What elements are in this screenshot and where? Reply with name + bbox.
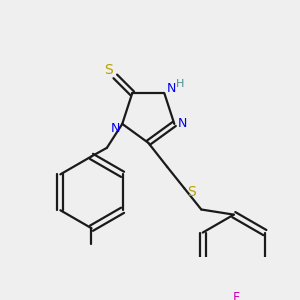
Text: F: F bbox=[233, 291, 240, 300]
Text: N: N bbox=[177, 116, 187, 130]
Text: N: N bbox=[167, 82, 176, 95]
Text: S: S bbox=[187, 184, 195, 199]
Text: H: H bbox=[176, 79, 184, 89]
Text: N: N bbox=[111, 122, 120, 135]
Text: S: S bbox=[104, 63, 113, 77]
